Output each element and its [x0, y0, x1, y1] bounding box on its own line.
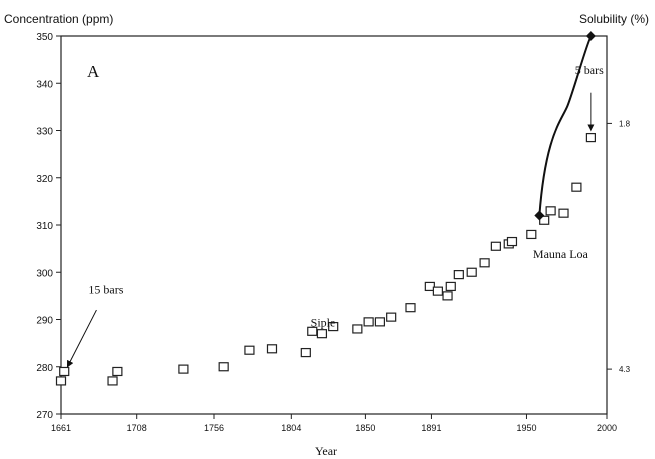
- x-axis-label: Year: [315, 444, 337, 458]
- siple-point: [539, 215, 550, 225]
- siple-point: [526, 229, 537, 240]
- siple-point: [352, 324, 363, 334]
- annotations: 15 bars 5 bars Siple Mauna Loa: [66, 63, 604, 368]
- y-tick-label: 300: [36, 268, 53, 279]
- annotation-label: 15 bars: [88, 283, 123, 297]
- siple-point: [571, 182, 582, 192]
- y-axis-label: Concentration (ppm): [4, 12, 113, 26]
- curves: [538, 35, 592, 216]
- y-tick-label: 350: [36, 32, 53, 43]
- x-tick-label: 1804: [281, 423, 301, 433]
- y-axis-ticks: 270 280 290 300 310 320 330 340 350: [36, 32, 61, 421]
- y2-tick-label: 1.8: [619, 119, 631, 128]
- siple-point: [112, 366, 123, 377]
- mauna-loa-point: [534, 210, 545, 221]
- siple-point: [479, 258, 490, 268]
- siple-point: [363, 317, 374, 327]
- siple-point: [558, 208, 569, 218]
- siple-point: [453, 270, 464, 280]
- siple-point: [386, 312, 397, 322]
- x-tick-label: 1950: [516, 423, 536, 433]
- y2-axis-label: Solubility (%): [579, 12, 649, 26]
- y-tick-label: 330: [36, 127, 53, 138]
- plot-frame: [60, 35, 608, 415]
- mauna-loa-curve: [538, 35, 592, 216]
- siple-point: [466, 267, 477, 277]
- y-tick-label: 320: [36, 174, 53, 185]
- x-tick-label: 1850: [355, 423, 375, 433]
- y-tick-label: 340: [36, 79, 53, 90]
- x-tick-label: 1708: [127, 423, 147, 433]
- siple-point: [490, 241, 501, 251]
- siple-point: [445, 281, 456, 292]
- siple-point: [266, 344, 278, 354]
- x-tick-label: 2000: [597, 423, 617, 433]
- x-tick-label: 1891: [421, 423, 441, 433]
- y-tick-label: 280: [36, 363, 53, 374]
- siple-point: [107, 376, 118, 386]
- y2-axis-ticks: 1.8 4.3: [607, 119, 631, 374]
- annotation-arrow: [66, 309, 97, 368]
- y-tick-label: 310: [36, 221, 53, 232]
- siple-point: [300, 347, 311, 358]
- siple-point: [178, 364, 189, 374]
- mauna-loa-point: [585, 31, 596, 41]
- x-tick-label: 1661: [51, 423, 71, 433]
- x-axis-ticks: 1661 1708 1756 1804 1850 1891 1950 2000: [51, 414, 617, 433]
- y2-tick-label: 4.3: [619, 365, 631, 374]
- data-points: [55, 31, 596, 386]
- siple-point: [585, 132, 596, 143]
- siple-point: [59, 366, 70, 377]
- siple-point: [374, 317, 386, 327]
- y-tick-label: 290: [36, 316, 53, 327]
- siple-point: [316, 329, 328, 339]
- panel-label: A: [87, 62, 100, 81]
- siple-point: [244, 345, 255, 355]
- siple-point: [506, 236, 518, 247]
- x-tick-label: 1756: [204, 423, 224, 433]
- annotation-label: Siple: [311, 316, 336, 330]
- annotation-label: Mauna Loa: [533, 247, 589, 261]
- annotation-label: 5 bars: [575, 63, 604, 77]
- y-tick-label: 270: [36, 410, 53, 421]
- siple-point: [218, 362, 229, 372]
- siple-point: [307, 326, 318, 336]
- siple-point: [405, 303, 416, 313]
- siple-point: [432, 286, 443, 296]
- siple-point: [328, 321, 339, 332]
- siple-point: [55, 376, 67, 386]
- siple-point: [424, 281, 435, 292]
- siple-point: [545, 206, 556, 216]
- siple-point: [442, 291, 453, 301]
